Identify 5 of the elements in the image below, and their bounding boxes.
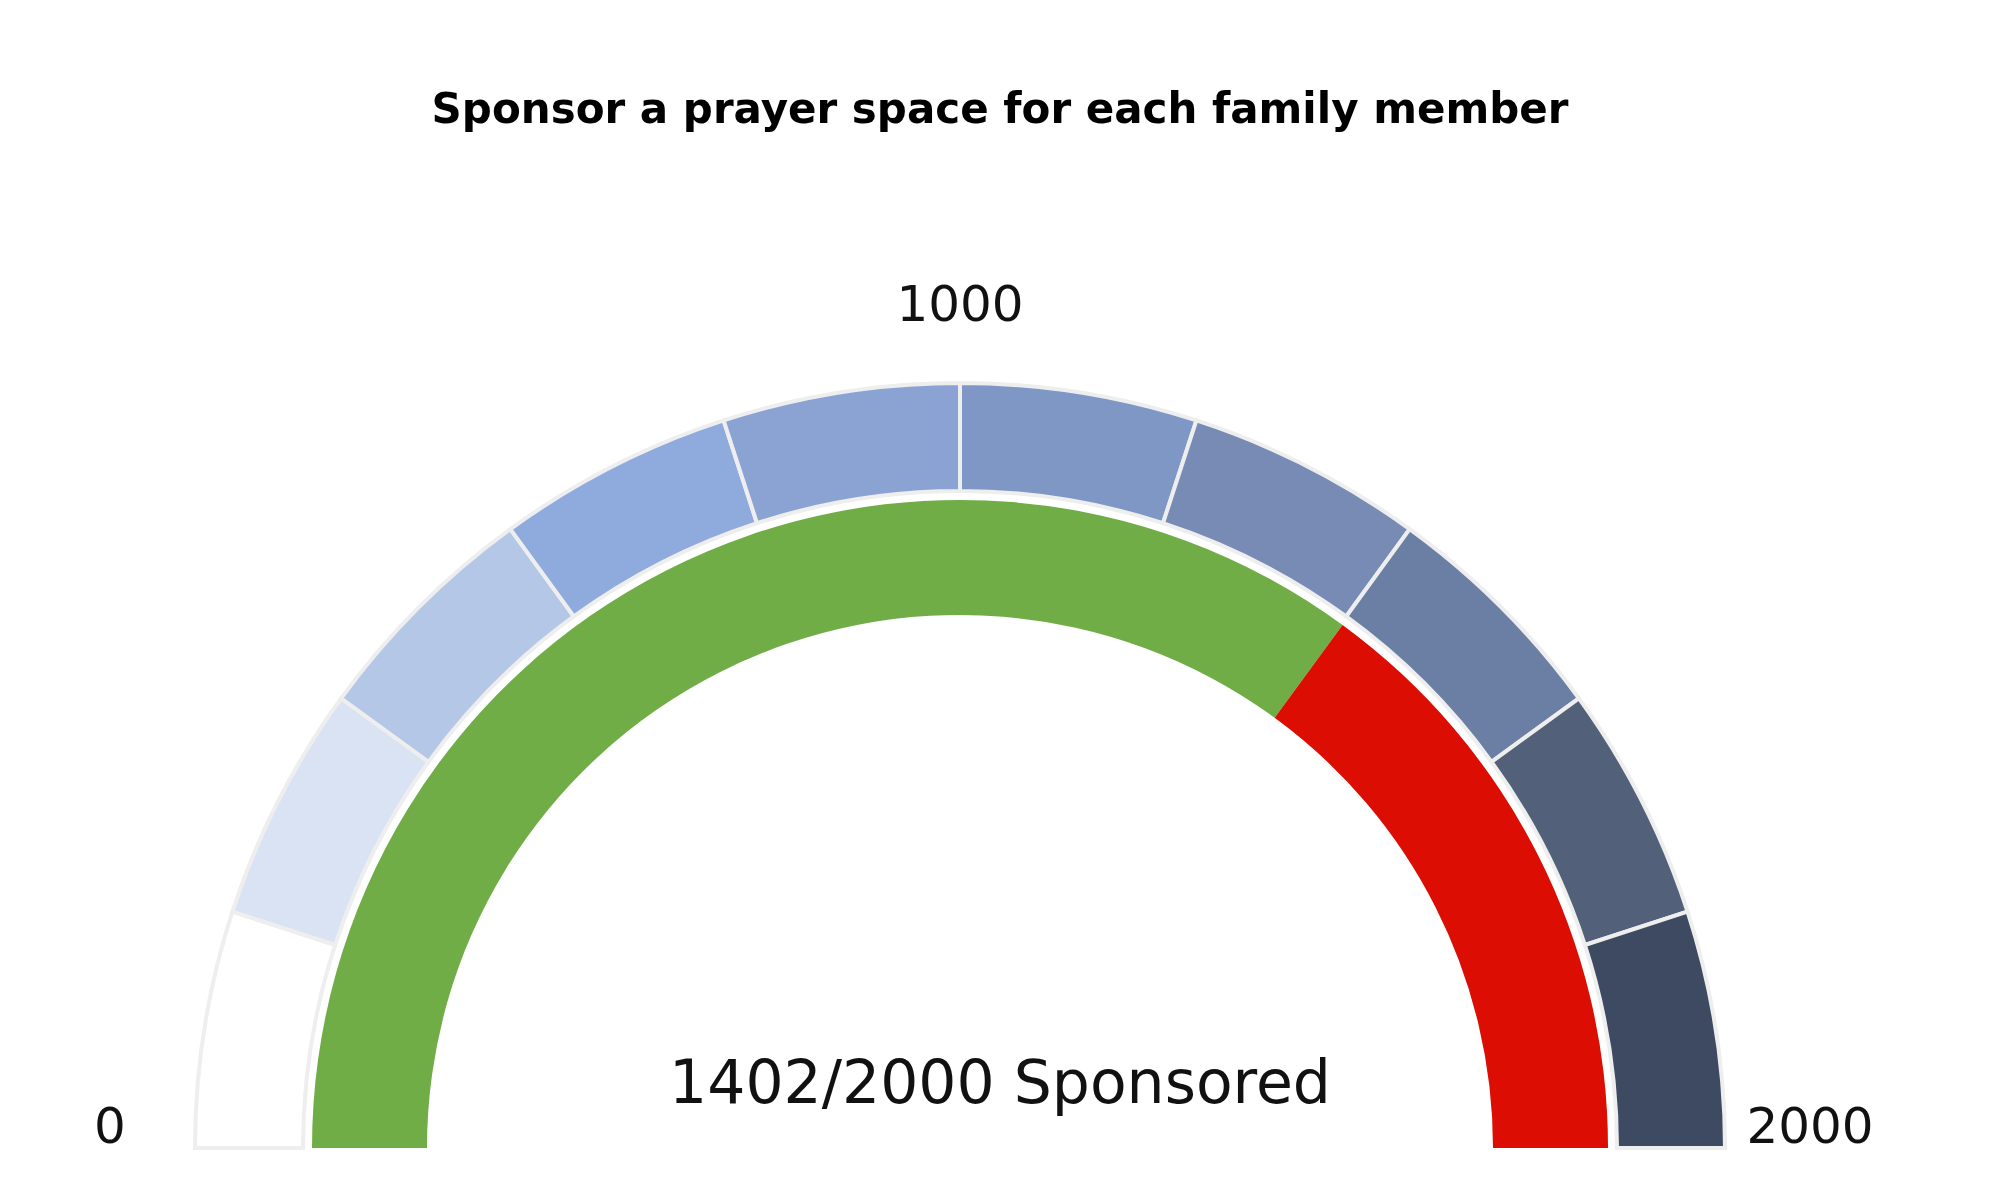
text: 0	[94, 1097, 126, 1155]
text: 2000	[1746, 1097, 1874, 1155]
text: 1402/2000 Sponsored	[669, 1047, 1331, 1117]
chart-title: Sponsor a prayer space for each family member	[431, 84, 1569, 133]
text: 1000	[896, 275, 1024, 333]
